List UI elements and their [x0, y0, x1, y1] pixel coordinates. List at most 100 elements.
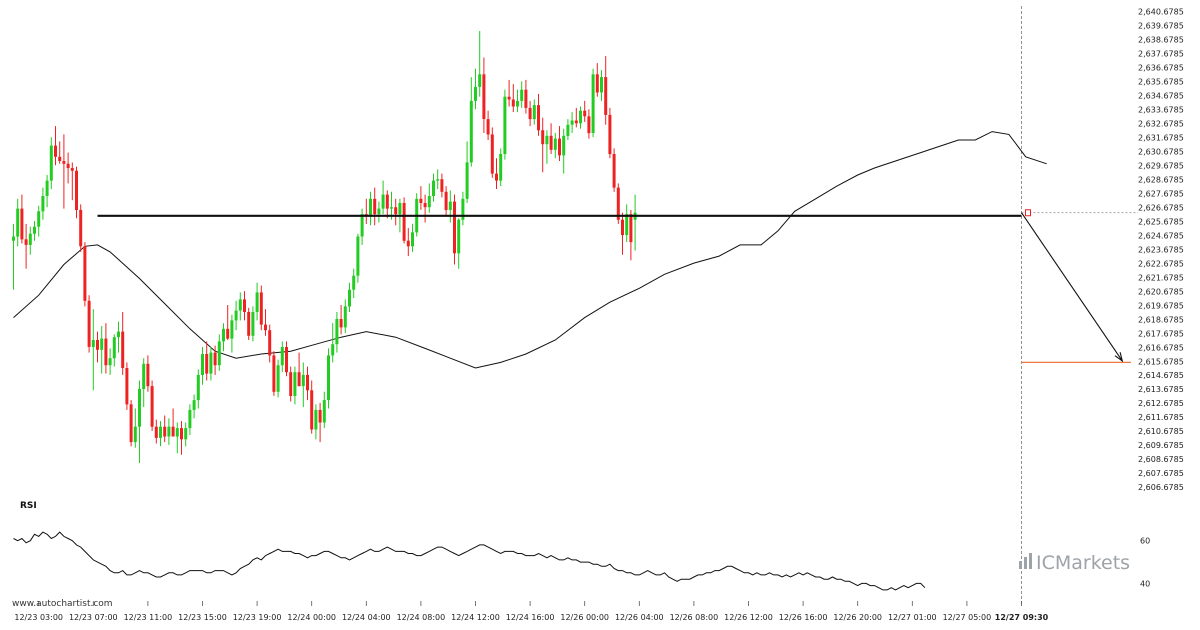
candle-body	[196, 374, 200, 401]
candle	[238, 292, 242, 321]
candle-body	[20, 208, 24, 240]
price-tick-label: 2,613.6785	[1138, 385, 1184, 394]
candle-body	[251, 312, 255, 336]
candle-body	[406, 240, 410, 247]
candle	[322, 391, 326, 429]
candle-body	[465, 162, 469, 199]
candle	[264, 309, 267, 336]
price-tick-label: 2,621.6785	[1138, 273, 1184, 282]
price-tick-label: 2,640.6785	[1138, 8, 1184, 17]
candle-body	[335, 319, 339, 345]
time-tick-label: 12/26 00:00	[560, 613, 609, 622]
time-tick-label: 12/26 12:00	[724, 613, 773, 622]
candle-body	[545, 135, 549, 145]
candle	[75, 166, 78, 219]
candle-body	[238, 299, 242, 311]
candle	[406, 228, 410, 257]
candle	[444, 186, 448, 216]
candle-body	[159, 426, 162, 438]
candle-body	[532, 105, 536, 120]
candle	[243, 291, 246, 321]
candle	[469, 77, 473, 167]
candle-body	[293, 372, 297, 396]
time-tick-label: 12/24 08:00	[397, 613, 446, 622]
candle	[247, 307, 251, 340]
time-tick-label: 12/23 07:00	[69, 613, 118, 622]
candle-body	[327, 355, 330, 401]
candle	[83, 242, 87, 307]
candle	[314, 404, 318, 440]
candle	[96, 331, 99, 363]
price-tick-label: 2,610.6785	[1138, 427, 1184, 436]
candle	[566, 119, 570, 140]
candle	[272, 351, 276, 396]
candle	[591, 68, 595, 138]
time-tick-label: 12/24 16:00	[506, 613, 555, 622]
price-tick-label: 2,616.6785	[1138, 343, 1184, 352]
candle	[558, 126, 561, 161]
candle	[100, 326, 104, 374]
candle	[545, 130, 549, 164]
candle	[226, 305, 230, 340]
candlesticks	[12, 31, 637, 463]
price-tick-label: 2,614.6785	[1138, 371, 1184, 380]
candle-body	[574, 120, 578, 124]
candle-body	[133, 426, 137, 443]
candle-body	[306, 374, 309, 391]
candle	[276, 359, 280, 398]
candle	[104, 323, 108, 374]
candle	[45, 175, 49, 208]
candle	[66, 152, 70, 184]
candle	[394, 198, 398, 226]
candle	[285, 341, 288, 377]
candle-body	[448, 201, 452, 210]
candle	[465, 141, 469, 203]
rsi-panel: RSI 60 40	[13, 501, 1150, 591]
candle	[255, 282, 259, 321]
time-tick-label: 12/23 15:00	[178, 613, 227, 622]
candle-body	[171, 426, 175, 437]
candle	[180, 421, 183, 455]
candle	[54, 126, 57, 166]
candle	[360, 208, 364, 245]
candle	[20, 194, 24, 244]
candle	[448, 190, 452, 223]
candle	[461, 191, 465, 226]
candle-body	[96, 340, 99, 350]
price-tick-label: 2,611.6785	[1138, 413, 1184, 422]
candle-body	[154, 426, 158, 438]
candle	[537, 93, 540, 136]
candle-body	[79, 209, 83, 247]
moving-average-line	[13, 131, 1047, 369]
candle-body	[142, 363, 146, 389]
candle	[553, 133, 557, 159]
candle-body	[411, 232, 414, 247]
candle	[268, 324, 272, 363]
candle-body	[495, 173, 498, 181]
candle-body	[625, 214, 629, 236]
candle	[352, 268, 356, 298]
candle-body	[83, 246, 87, 301]
brand-logo: ICMarkets	[1019, 552, 1130, 574]
candle	[595, 63, 599, 97]
candle-body	[524, 89, 528, 108]
candle	[369, 191, 372, 226]
candle	[41, 187, 45, 220]
candle	[600, 70, 603, 101]
candle	[381, 180, 385, 215]
candle-body	[188, 409, 192, 429]
candle-body	[138, 388, 141, 427]
candle-body	[579, 110, 582, 124]
candle-body	[12, 236, 15, 241]
price-tick-label: 2,628.6785	[1138, 176, 1184, 185]
candle-body	[280, 347, 284, 366]
candle	[201, 347, 204, 385]
brand-bar-1	[1019, 561, 1022, 569]
candle	[133, 408, 137, 448]
candle	[532, 99, 536, 125]
candle-body	[520, 89, 524, 101]
candle	[175, 422, 179, 454]
candle-body	[541, 130, 545, 145]
